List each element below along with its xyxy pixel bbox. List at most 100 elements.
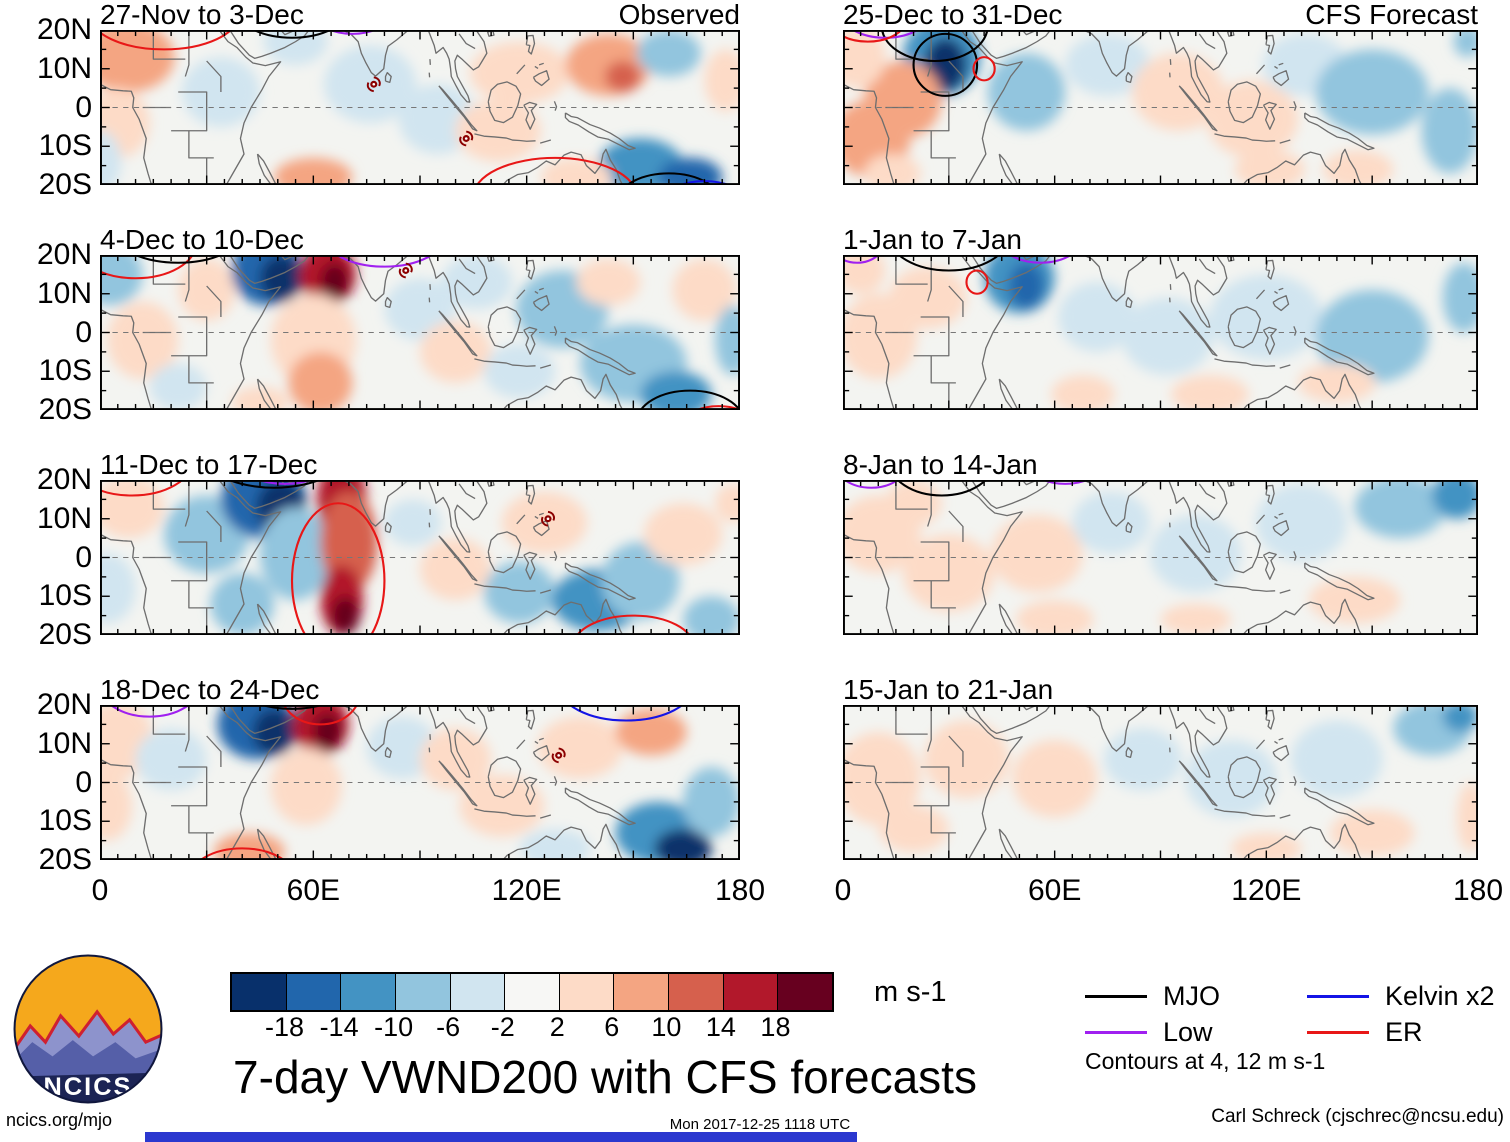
colorbar-cell: [505, 974, 560, 1010]
colorbar-tick-label: 18: [760, 1012, 791, 1042]
colorbar-cell: [614, 974, 670, 1010]
map-panel-svg: [843, 30, 1478, 185]
panel-column-header: Observed: [618, 0, 740, 30]
legend-item-low: Low: [1085, 1017, 1213, 1048]
legend-label-kelvin: Kelvin x2: [1385, 981, 1495, 1011]
map-panel-svg: [100, 480, 740, 635]
colorbar-tick-label: 2: [549, 1012, 565, 1042]
panel-date-range: 11-Dec to 17-Dec: [100, 449, 318, 480]
lat-axis-label: 20N: [36, 13, 92, 46]
map-panel-svg: [100, 30, 740, 185]
lat-axis-label: 10N: [36, 51, 92, 85]
colorbar-units: m s-1: [874, 976, 947, 1008]
lat-axis-label: 20N: [36, 238, 92, 271]
panel-title-row: 18-Dec to 24-Dec: [100, 675, 740, 705]
colorbar-cell: [450, 974, 506, 1010]
colorbar-cell: [723, 974, 779, 1010]
map-panel: [843, 30, 1478, 185]
coastlines: [843, 705, 1375, 860]
lon-axis-label: 0: [91, 874, 109, 907]
lat-axis-label: 10S: [38, 579, 92, 613]
map-panel-svg: [843, 705, 1478, 860]
map-panel: [100, 705, 740, 860]
lat-axis-label: 20S: [38, 843, 92, 876]
colorbar-cell: [232, 974, 287, 1010]
map-panel-svg: [100, 255, 740, 410]
panel-date-range: 4-Dec to 10-Dec: [100, 224, 304, 255]
lat-axis-label: 10S: [38, 804, 92, 838]
lon-axis-label: 180: [714, 874, 766, 907]
lat-axis-label: 0: [75, 765, 92, 799]
colorbar-cell: [395, 974, 451, 1010]
map-panel: [100, 480, 740, 635]
map-panel: [100, 30, 740, 185]
panel-date-range: 8-Jan to 14-Jan: [843, 449, 1038, 480]
panel-title-row: 8-Jan to 14-Jan: [843, 450, 1478, 480]
legend-label-mjo: MJO: [1163, 981, 1220, 1011]
ncics-logo: NCICS: [13, 954, 163, 1104]
panel-title-row: 11-Dec to 17-Dec: [100, 450, 740, 480]
panel-title-row: 1-Jan to 7-Jan: [843, 225, 1478, 255]
map-panel-svg: [843, 255, 1478, 410]
credit-text: Carl Schreck (cjschrec@ncsu.edu): [1211, 1106, 1504, 1127]
panel-title-row: 27-Nov to 3-Dec Observed: [100, 0, 740, 30]
lat-axis-label: 0: [75, 540, 92, 574]
logo-text: NCICS: [44, 1073, 133, 1101]
colorbar-tick-label: 6: [604, 1012, 620, 1042]
contour-note: Contours at 4, 12 m s-1: [1085, 1048, 1326, 1074]
colorbar-tick-label: -18: [265, 1012, 305, 1042]
er-line-swatch: [1307, 1031, 1369, 1034]
low-line-swatch: [1085, 1031, 1147, 1034]
lat-axis-label: 0: [75, 90, 92, 124]
colorbar-cell: [669, 974, 724, 1010]
lon-axis-label: 0: [834, 874, 852, 907]
map-panel: [843, 255, 1478, 410]
bottom-accent-bar: [145, 1132, 857, 1142]
panel-date-range: 25-Dec to 31-Dec: [843, 0, 1063, 30]
panel-date-range: 18-Dec to 24-Dec: [100, 674, 320, 705]
colorbar: [230, 972, 834, 1012]
coastlines: [843, 30, 1375, 185]
colorbar-tick-label: -2: [490, 1012, 515, 1042]
panel-title-row: 15-Jan to 21-Jan: [843, 675, 1478, 705]
coastlines: [843, 480, 1375, 635]
legend-item-er: ER: [1307, 1017, 1423, 1048]
lon-axis-label: 180: [1452, 874, 1504, 907]
coastlines: [100, 30, 636, 185]
lat-axis-label: 20S: [38, 168, 92, 201]
map-panel: [843, 480, 1478, 635]
colorbar-tick-label: 10: [651, 1012, 682, 1042]
legend-label-low: Low: [1163, 1017, 1213, 1047]
colorbar-cell: [778, 974, 833, 1010]
site-link[interactable]: ncics.org/mjo: [6, 1110, 113, 1130]
kelvin-line-swatch: [1307, 995, 1369, 998]
lon-axis-label: 120E: [491, 874, 562, 907]
colorbar-cell: [341, 974, 396, 1010]
legend-item-mjo: MJO: [1085, 981, 1220, 1012]
lat-axis-label: 20S: [38, 393, 92, 426]
panel-date-range: 15-Jan to 21-Jan: [843, 674, 1054, 705]
colorbar-tick-labels: -18 -14 -10 -6 -2 2 6 10 14 18: [230, 1012, 834, 1042]
coastlines: [843, 255, 1375, 410]
colorbar-cell: [286, 974, 342, 1010]
lat-axis-label: 0: [75, 315, 92, 349]
timestamp: Mon 2017-12-25 1118 UTC: [669, 1116, 851, 1133]
legend-label-er: ER: [1385, 1017, 1423, 1047]
lat-axis-label: 10S: [38, 129, 92, 163]
panel-date-range: 1-Jan to 7-Jan: [843, 224, 1022, 255]
panel-column-header: CFS Forecast: [1305, 0, 1478, 30]
legend-item-kelvin: Kelvin x2: [1307, 981, 1495, 1012]
lon-axis-label: 60E: [1027, 874, 1082, 907]
lat-axis-label: 20N: [36, 463, 92, 496]
map-panel-svg: [100, 705, 740, 860]
figure-title: 7-day VWND200 with CFS forecasts: [233, 1051, 977, 1103]
colorbar-tick-label: -14: [319, 1012, 359, 1042]
mjo-line-swatch: [1085, 995, 1147, 998]
coastlines: [100, 255, 636, 410]
lon-axis-label: 120E: [1231, 874, 1302, 907]
lat-axis-label: 20S: [38, 618, 92, 651]
logo-border: [13, 954, 163, 1104]
lat-axis-label: 10N: [36, 726, 92, 760]
panel-title-row: 25-Dec to 31-Dec CFS Forecast: [843, 0, 1478, 30]
colorbar-tick-label: 14: [705, 1012, 736, 1042]
